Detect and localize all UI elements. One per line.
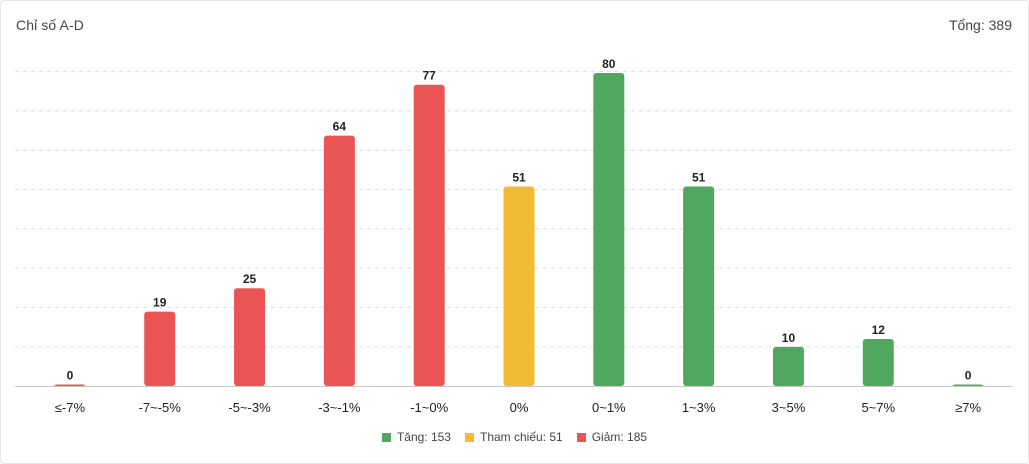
x-tick-label: ≥7%	[955, 400, 981, 415]
bar-value-label: 77	[423, 69, 437, 83]
bar	[862, 339, 894, 386]
bar-value-label: 51	[692, 170, 706, 184]
x-tick-label: 1~3%	[682, 400, 716, 415]
bar	[413, 84, 445, 387]
legend-label-reference: Tham chiếu: 51	[479, 430, 563, 444]
bar	[54, 384, 86, 386]
bar	[952, 384, 984, 386]
bar-value-label: 51	[512, 170, 526, 184]
legend-swatch-reference	[464, 432, 474, 442]
bar	[772, 346, 804, 386]
legend-swatch-down	[576, 432, 586, 442]
legend-item-down[interactable]: Giảm: 185	[576, 430, 648, 444]
legend-label-up: Tăng: 153	[396, 430, 451, 444]
bar-value-label: 64	[333, 120, 347, 134]
legend-label-down: Giảm: 185	[591, 430, 648, 444]
bar-value-label: 25	[243, 272, 257, 286]
bar	[144, 311, 176, 386]
x-tick-label: 0~1%	[592, 400, 626, 415]
x-tick-label: -3~-1%	[318, 400, 361, 415]
bar-value-label: 80	[602, 57, 616, 71]
bar-value-label: 19	[153, 296, 167, 310]
x-tick-label: 3~5%	[772, 400, 806, 415]
bar	[323, 135, 355, 386]
total-count: Tổng: 389	[948, 17, 1012, 33]
legend-swatch-up	[381, 432, 391, 442]
bar-value-label: 12	[872, 323, 886, 337]
bar	[683, 186, 715, 386]
bar-value-label: 0	[67, 369, 74, 383]
x-tick-label: ≤-7%	[55, 400, 86, 415]
bar-value-label: 10	[782, 331, 796, 345]
bar-value-label: 0	[965, 369, 972, 383]
x-tick-label: -5~-3%	[228, 400, 271, 415]
x-tick-label: -1~0%	[410, 400, 448, 415]
bar	[593, 73, 625, 386]
bar	[503, 186, 535, 386]
legend: Tăng: 153 Tham chiếu: 51 Giảm: 185	[1, 430, 1028, 444]
x-tick-label: -7~-5%	[139, 400, 182, 415]
bar	[234, 288, 266, 386]
chart-title: Chỉ số A-D	[16, 17, 84, 33]
bar-chart: 0 ≤-7% 19 -7~-5% 25 -5~-3% 64 -3~-1% 77 -1~0% 51 0%…	[15, 57, 1013, 415]
x-tick-label: 5~7%	[861, 400, 895, 415]
x-tick-label: 0%	[510, 400, 529, 415]
legend-item-up[interactable]: Tăng: 153	[381, 430, 451, 444]
legend-item-reference[interactable]: Tham chiếu: 51	[464, 430, 563, 444]
